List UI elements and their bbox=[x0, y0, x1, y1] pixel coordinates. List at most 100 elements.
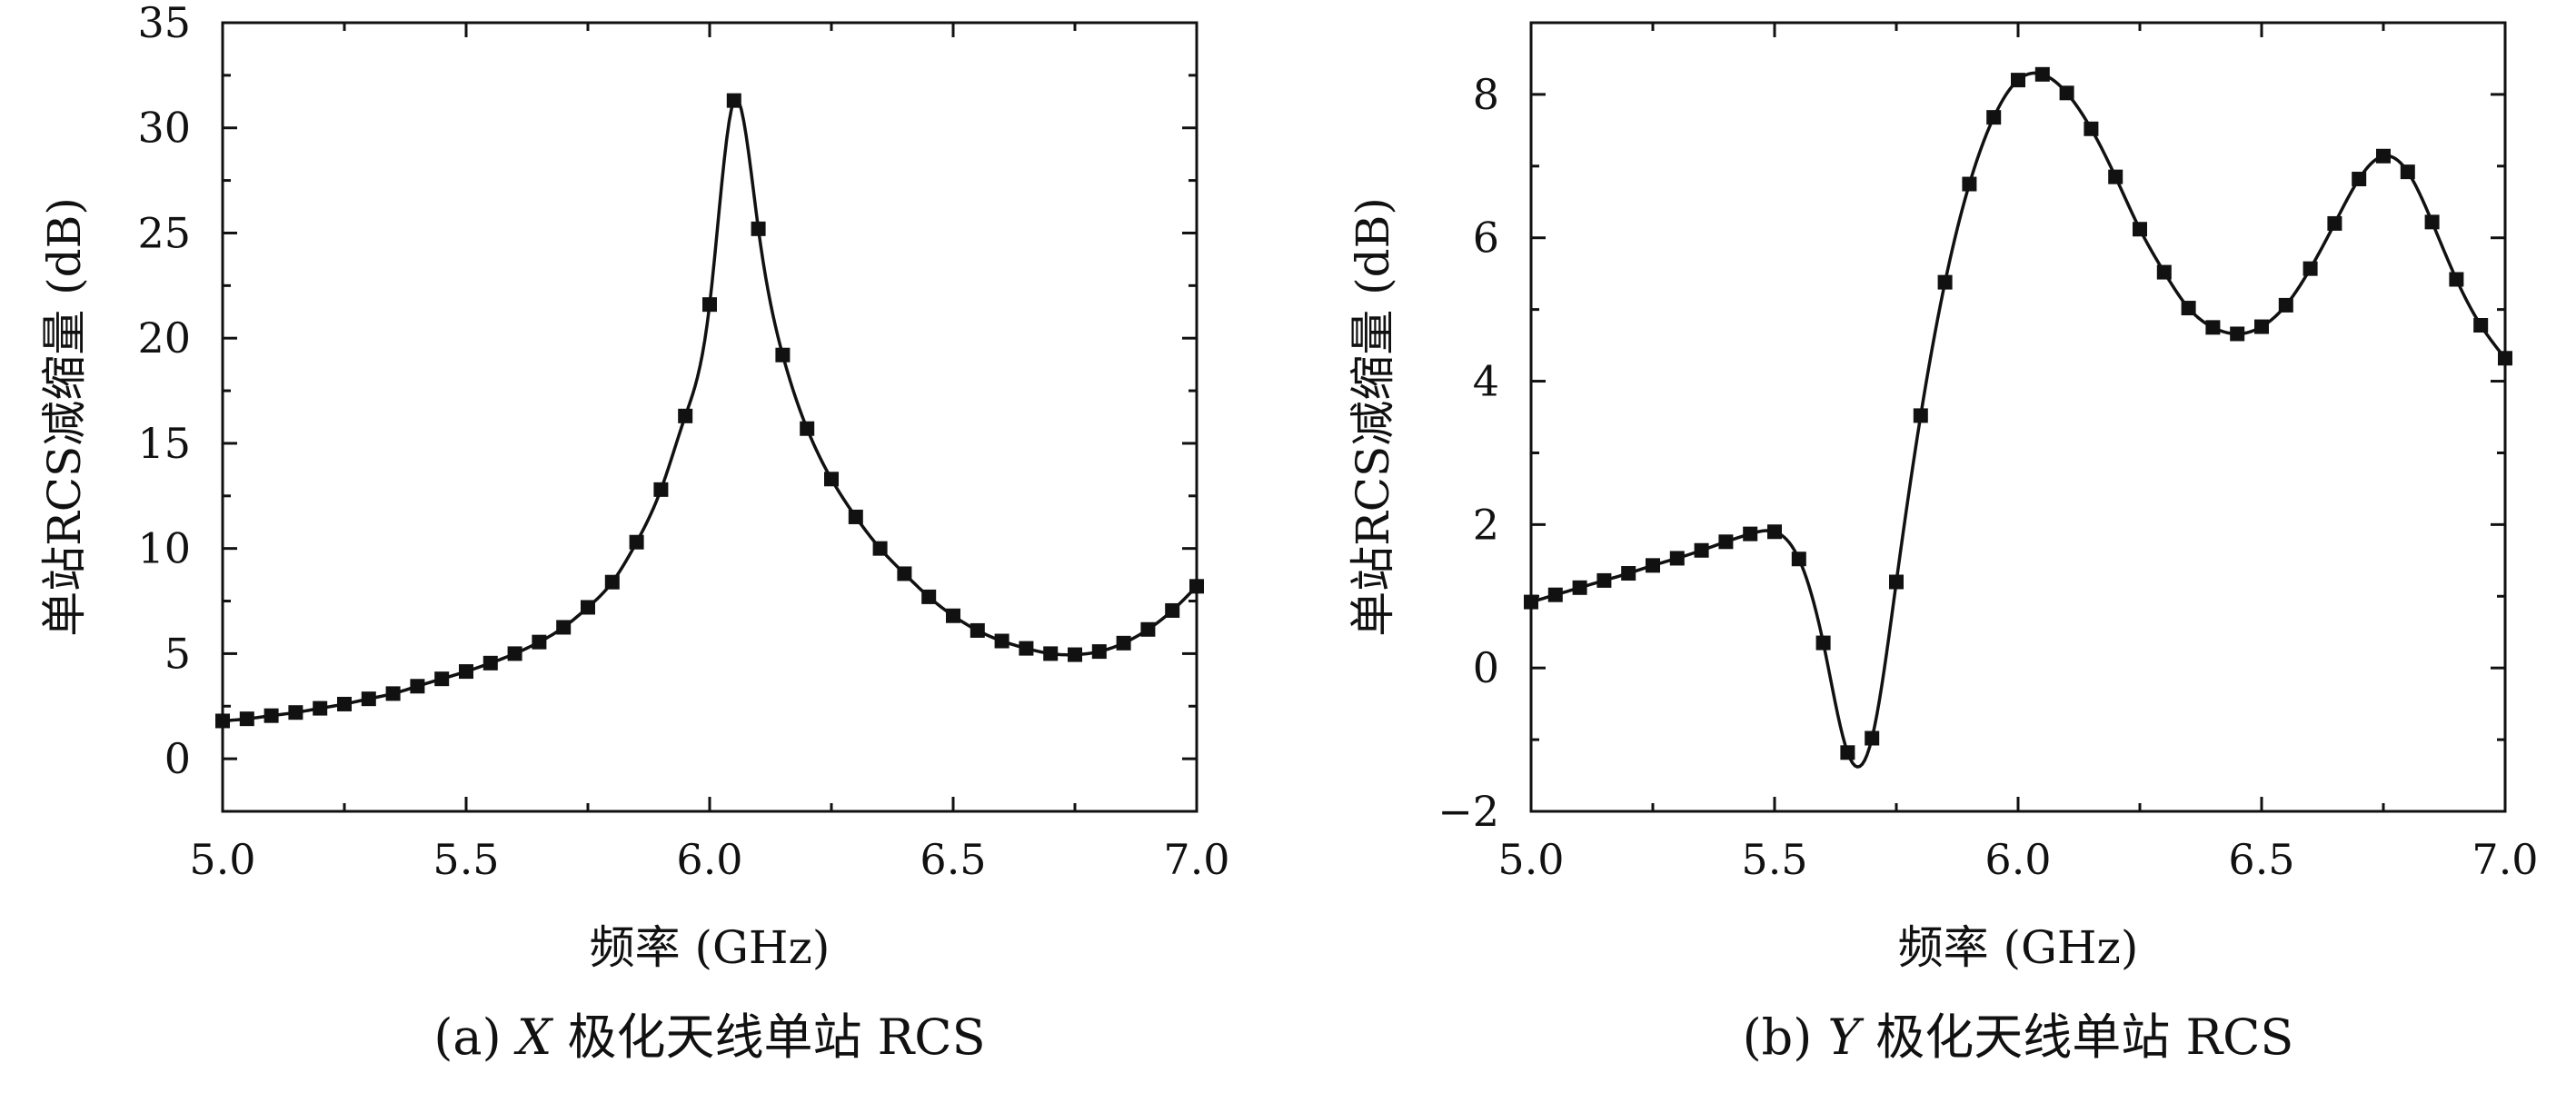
data-point-marker bbox=[2108, 169, 2123, 184]
data-point-marker bbox=[1043, 646, 1059, 661]
data-point-marker bbox=[872, 541, 888, 556]
y-tick-label: 15 bbox=[137, 419, 191, 468]
data-point-marker bbox=[239, 711, 254, 727]
chart-panel-a: 5.0 5.5 6.0 6.5 7.0 0 5 10 15 20 25 30 35 频率 (GHz) 单站R… bbox=[38, 0, 1230, 1066]
x-axis-title: 频率 (GHz) bbox=[1898, 921, 2139, 974]
series-line bbox=[222, 95, 1198, 723]
data-point-marker bbox=[921, 589, 937, 604]
y-axis-title: 单站RCS减缩量 (dB) bbox=[1347, 197, 1399, 637]
data-point-marker bbox=[2181, 301, 2196, 316]
data-point-marker bbox=[1791, 551, 1806, 567]
y-axis-title: 单站RCS减缩量 (dB) bbox=[38, 197, 91, 637]
data-point-marker bbox=[897, 566, 912, 581]
x-tick-label: 5.5 bbox=[1741, 835, 1807, 884]
data-point-marker bbox=[751, 221, 766, 236]
y-tick-label: 6 bbox=[1473, 214, 1499, 263]
data-point-marker bbox=[1889, 574, 1904, 590]
data-point-marker bbox=[1189, 579, 1204, 594]
data-point-marker bbox=[2084, 121, 2099, 136]
x-tick-label: 7.0 bbox=[1163, 835, 1229, 884]
x-tick-label: 7.0 bbox=[2472, 835, 2538, 884]
y-tick-label: 10 bbox=[137, 524, 191, 573]
data-point-marker bbox=[1767, 524, 1782, 540]
data-point-marker bbox=[532, 634, 547, 650]
y-tick-label: 20 bbox=[137, 313, 191, 363]
data-point-marker bbox=[653, 482, 669, 497]
data-point-marker bbox=[2156, 264, 2172, 280]
data-point-marker bbox=[824, 472, 839, 487]
x-tick-label: 6.5 bbox=[920, 835, 986, 884]
data-point-marker bbox=[848, 509, 863, 524]
data-point-marker bbox=[2327, 215, 2342, 231]
data-point-marker bbox=[678, 408, 693, 423]
data-point-marker bbox=[1524, 594, 1538, 610]
data-point-marker bbox=[1068, 647, 1082, 662]
y-tick-label: 2 bbox=[1473, 500, 1499, 549]
y-tick-label: 35 bbox=[137, 0, 191, 47]
data-point-marker bbox=[1815, 635, 1831, 651]
data-point-marker bbox=[1547, 587, 1563, 602]
chart-panel-b: 5.0 5.5 6.0 6.5 7.0 −2 0 2 4 6 8 频率 (GHz) 单站RCS减缩量 (… bbox=[1347, 21, 2539, 1066]
data-point-marker bbox=[1840, 745, 1855, 760]
data-point-marker bbox=[288, 705, 303, 720]
data-point-marker bbox=[1140, 621, 1156, 637]
data-point-marker bbox=[946, 608, 960, 623]
data-point-marker bbox=[994, 633, 1010, 649]
data-point-marker bbox=[1165, 602, 1180, 618]
data-point-marker bbox=[2449, 272, 2464, 287]
data-point-marker bbox=[1913, 408, 1928, 423]
data-point-marker bbox=[1937, 274, 1953, 290]
data-point-marker bbox=[1865, 730, 1880, 746]
data-point-marker bbox=[2424, 214, 2440, 230]
data-point-marker bbox=[2376, 148, 2391, 164]
data-point-marker bbox=[2278, 297, 2293, 313]
data-point-marker bbox=[337, 696, 352, 711]
x-tick-label: 6.0 bbox=[676, 835, 742, 884]
data-point-marker bbox=[1621, 566, 1636, 581]
data-point-marker bbox=[2133, 222, 2147, 237]
data-point-marker bbox=[1596, 572, 1612, 588]
data-point-marker bbox=[1572, 580, 1587, 595]
data-point-marker bbox=[434, 671, 450, 687]
data-point-marker bbox=[2205, 320, 2221, 335]
y-tick-label: −2 bbox=[1437, 787, 1499, 836]
data-point-marker bbox=[2230, 326, 2245, 342]
panel-caption: (b) Y 极化天线单站 RCS bbox=[1743, 1009, 2294, 1066]
data-point-marker bbox=[2059, 85, 2074, 101]
data-point-marker bbox=[556, 620, 572, 635]
data-point-marker bbox=[361, 691, 376, 707]
data-point-marker bbox=[2352, 172, 2367, 187]
data-point-marker bbox=[1743, 526, 1758, 542]
data-point-marker bbox=[410, 679, 425, 694]
data-point-marker bbox=[2254, 319, 2269, 334]
data-point-marker bbox=[629, 534, 644, 550]
y-tick-label: 8 bbox=[1473, 70, 1499, 119]
y-tick-label: 25 bbox=[137, 208, 191, 257]
data-point-marker bbox=[2034, 66, 2050, 82]
data-point-marker bbox=[2400, 164, 2415, 180]
data-point-marker bbox=[507, 646, 522, 661]
data-point-marker bbox=[800, 421, 815, 436]
data-point-marker bbox=[2302, 261, 2318, 276]
data-point-marker bbox=[726, 93, 741, 108]
data-point-marker bbox=[581, 600, 595, 615]
data-point-marker bbox=[459, 664, 473, 680]
data-point-marker bbox=[2473, 317, 2489, 333]
data-point-marker bbox=[1962, 176, 1977, 192]
y-tick-label: 5 bbox=[164, 629, 191, 678]
data-point-marker bbox=[1091, 644, 1107, 660]
data-point-marker bbox=[604, 574, 620, 590]
data-point-marker bbox=[702, 297, 717, 313]
x-tick-label: 5.0 bbox=[189, 835, 255, 884]
panel-caption: (a) X 极化天线单站 RCS bbox=[433, 1009, 985, 1066]
x-tick-label: 6.5 bbox=[2228, 835, 2294, 884]
plot-frame bbox=[1529, 21, 2507, 813]
y-tick-label: 0 bbox=[1473, 643, 1499, 692]
data-point-marker bbox=[1116, 635, 1131, 651]
y-tick-label: 4 bbox=[1473, 357, 1499, 406]
y-tick-label: 30 bbox=[137, 104, 191, 153]
data-point-marker bbox=[970, 622, 985, 638]
data-point-marker bbox=[264, 708, 279, 723]
